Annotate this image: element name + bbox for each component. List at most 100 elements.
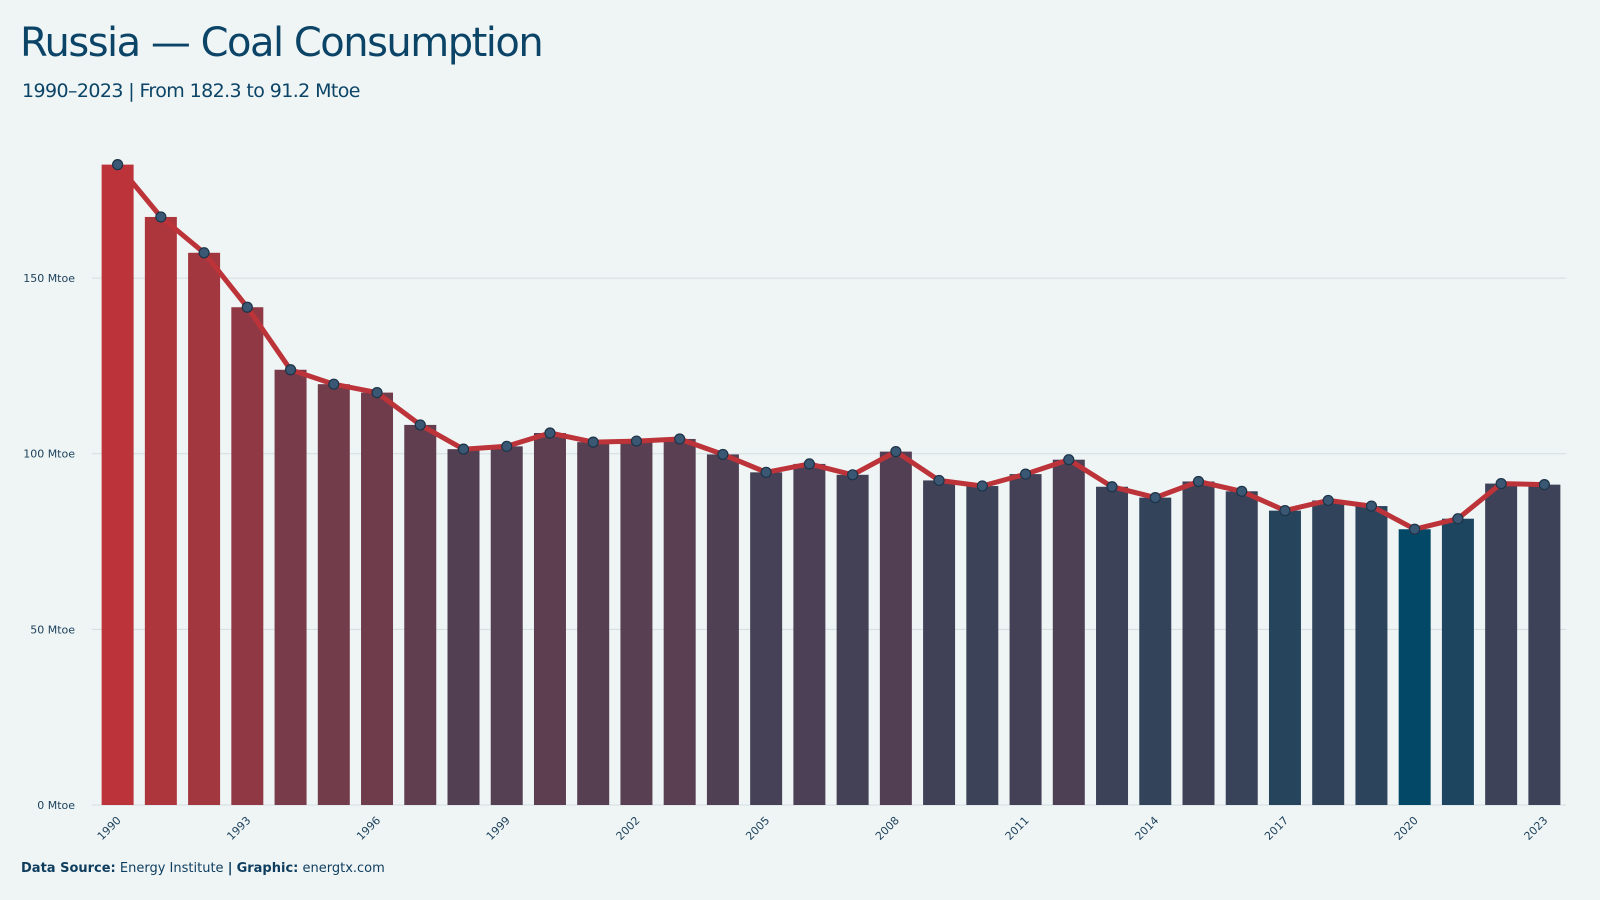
x-tick-label: 1990 bbox=[95, 814, 124, 843]
data-point bbox=[1236, 485, 1248, 497]
data-point bbox=[414, 419, 426, 431]
bar bbox=[836, 474, 869, 805]
bar bbox=[361, 392, 394, 805]
bar bbox=[1441, 518, 1474, 805]
y-tick-label: 100 Mtoe bbox=[23, 448, 75, 461]
graphic-label: Graphic: bbox=[236, 861, 299, 876]
x-tick-label: 2014 bbox=[1132, 814, 1161, 843]
x-tick-label: 2005 bbox=[743, 814, 772, 843]
chart-subtitle: 1990–2023 | From 182.3 to 91.2 Mtoe bbox=[22, 80, 360, 102]
x-tick-label: 1999 bbox=[484, 814, 513, 843]
bar bbox=[1398, 529, 1431, 805]
data-point bbox=[544, 427, 556, 439]
bar bbox=[577, 442, 610, 805]
y-axis: 0 Mtoe 50 Mtoe 100 Mtoe 150 Mtoe bbox=[23, 272, 75, 812]
data-point bbox=[630, 435, 643, 447]
bar bbox=[1312, 500, 1345, 805]
data-point bbox=[1538, 479, 1550, 491]
bar bbox=[1528, 484, 1561, 805]
data-point bbox=[284, 364, 297, 376]
bar bbox=[144, 216, 177, 805]
markers bbox=[112, 159, 1550, 535]
bar bbox=[879, 451, 912, 805]
y-tick-label: 150 Mtoe bbox=[23, 272, 75, 285]
bar bbox=[1052, 459, 1085, 805]
bar bbox=[620, 441, 653, 805]
bar bbox=[1485, 483, 1518, 805]
data-point bbox=[1063, 454, 1075, 466]
data-point bbox=[1409, 523, 1421, 535]
bar bbox=[447, 449, 480, 805]
bar bbox=[663, 438, 696, 805]
bar bbox=[490, 446, 523, 805]
data-point bbox=[1365, 500, 1378, 512]
bar bbox=[1268, 510, 1301, 805]
bar bbox=[1139, 497, 1172, 805]
bar bbox=[188, 252, 221, 806]
data-point bbox=[976, 480, 988, 492]
bar bbox=[706, 454, 739, 805]
x-tick-label: 2008 bbox=[873, 814, 902, 843]
x-tick-label: 1993 bbox=[224, 814, 253, 843]
chart-title: Russia — Coal Consumption bbox=[20, 20, 544, 66]
y-tick-label: 0 Mtoe bbox=[37, 799, 75, 812]
bar bbox=[274, 369, 307, 805]
x-tick-label: 2020 bbox=[1392, 814, 1421, 843]
data-point bbox=[587, 436, 599, 448]
data-point bbox=[457, 443, 470, 455]
data-point bbox=[112, 159, 124, 171]
bar bbox=[1096, 486, 1129, 805]
data-point bbox=[1279, 505, 1291, 517]
bar bbox=[1009, 474, 1042, 805]
data-point bbox=[847, 469, 859, 481]
data-point bbox=[1495, 477, 1507, 490]
data-point bbox=[155, 211, 167, 223]
data-point bbox=[890, 446, 902, 458]
grid-lines bbox=[92, 277, 1566, 806]
bar bbox=[1225, 491, 1258, 805]
data-point bbox=[933, 474, 945, 487]
graphic-value: energtx.com bbox=[302, 861, 385, 876]
bar bbox=[793, 463, 826, 805]
data-point bbox=[1149, 492, 1161, 504]
x-tick-label: 2011 bbox=[1003, 814, 1032, 843]
data-point bbox=[501, 440, 513, 452]
data-point bbox=[371, 386, 383, 399]
x-tick-label: 2002 bbox=[614, 814, 643, 843]
data-point bbox=[328, 378, 340, 390]
footer: Data Source: Energy Institute | Graphic:… bbox=[21, 861, 385, 876]
series-line bbox=[115, 162, 1547, 532]
bar bbox=[750, 472, 783, 805]
x-tick-label: 2023 bbox=[1522, 814, 1551, 843]
bar bbox=[1355, 506, 1388, 805]
data-point bbox=[803, 458, 815, 470]
data-point bbox=[1019, 468, 1032, 480]
trend-line bbox=[115, 162, 1547, 532]
source-value: Energy Institute bbox=[119, 861, 224, 876]
x-tick-label: 2017 bbox=[1262, 814, 1291, 843]
bars bbox=[101, 164, 1561, 806]
x-tick-label: 1996 bbox=[354, 814, 383, 843]
bar bbox=[404, 424, 437, 805]
data-point bbox=[1106, 481, 1118, 493]
source-label: Data Source: bbox=[21, 861, 116, 876]
bar bbox=[966, 486, 999, 805]
x-axis: 1990 1993 1996 1999 2002 2005 2008 2011 2014 2017… bbox=[95, 814, 1551, 843]
data-point bbox=[674, 433, 686, 445]
bar bbox=[923, 480, 956, 805]
data-point bbox=[1192, 475, 1205, 488]
data-point bbox=[1452, 513, 1464, 525]
bar bbox=[317, 384, 350, 805]
y-tick-label: 50 Mtoe bbox=[30, 623, 75, 636]
data-point bbox=[198, 247, 210, 259]
bar bbox=[533, 432, 566, 805]
footer-separator: | bbox=[227, 861, 233, 876]
bar bbox=[101, 164, 134, 806]
bar bbox=[1182, 481, 1215, 805]
data-point bbox=[1322, 494, 1334, 507]
data-point bbox=[241, 301, 253, 313]
data-point bbox=[717, 448, 729, 461]
bar bbox=[231, 307, 264, 805]
data-point bbox=[760, 466, 772, 478]
